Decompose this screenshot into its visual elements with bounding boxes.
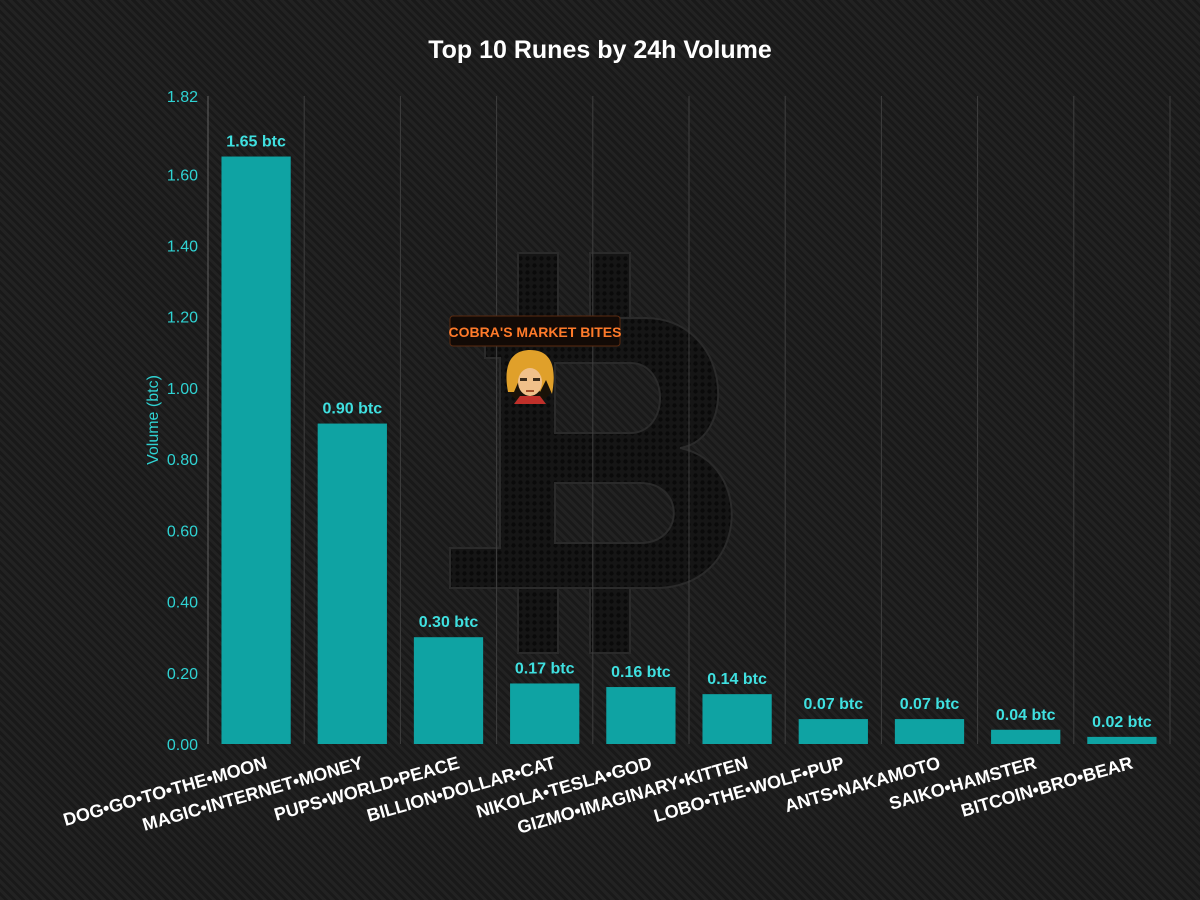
bar [413, 637, 484, 744]
y-axis: Volume (btc) 0.00 0.20 0.40 0.60 0.80 1.00 1.2… [145, 89, 198, 754]
bar-data-label: 0.14 btc [707, 671, 767, 688]
bar-data-label: 0.07 btc [804, 696, 864, 713]
chart-title: Top 10 Runes by 24h Volume [428, 36, 772, 64]
data-labels: 1.65 btc 0.90 btc 0.30 btc 0.17 btc 0.16 btc… [226, 134, 1151, 731]
y-tick-label: 0.80 [167, 452, 198, 469]
y-tick-label: 1.82 [167, 89, 198, 106]
y-tick-label: 1.60 [167, 167, 198, 184]
bar-data-label: 1.65 btc [226, 134, 286, 151]
cartoon-avatar-icon [506, 350, 554, 404]
y-tick-label: 1.20 [167, 310, 198, 327]
bar-data-label: 0.30 btc [419, 614, 479, 631]
y-tick-label: 0.20 [167, 666, 198, 683]
watermark-text: COBRA'S MARKET BITES [449, 324, 622, 340]
bar [798, 719, 868, 744]
y-tick-label: 1.00 [167, 381, 198, 398]
bar [991, 729, 1061, 744]
bar-data-label: 0.17 btc [515, 660, 575, 677]
y-tick-label: 1.40 [167, 239, 198, 256]
y-tick-label: 0.60 [167, 523, 198, 540]
bar-data-label: 0.07 btc [900, 696, 960, 713]
watermark-banner: COBRA'S MARKET BITES [449, 315, 622, 404]
bar-data-label: 0.90 btc [323, 401, 383, 418]
bar-data-label: 0.02 btc [1092, 714, 1152, 731]
bar-data-label: 0.16 btc [611, 664, 671, 681]
y-axis-label: Volume (btc) [145, 375, 162, 465]
x-axis-tick-labels: DOG•GO•TO•THE•MOONMAGIC•INTERNET•MONEYPU… [61, 753, 1135, 838]
bar-data-label: 0.04 btc [996, 707, 1056, 724]
y-tick-label: 0.00 [167, 737, 198, 754]
bar [317, 423, 387, 744]
grid-lines [207, 96, 1171, 744]
bar [510, 683, 580, 744]
y-tick-label: 0.40 [167, 595, 198, 612]
bars [221, 156, 1157, 744]
bar [894, 719, 965, 744]
bar [221, 156, 291, 744]
bar [702, 694, 772, 744]
bar [1087, 736, 1157, 744]
bar [606, 687, 676, 744]
